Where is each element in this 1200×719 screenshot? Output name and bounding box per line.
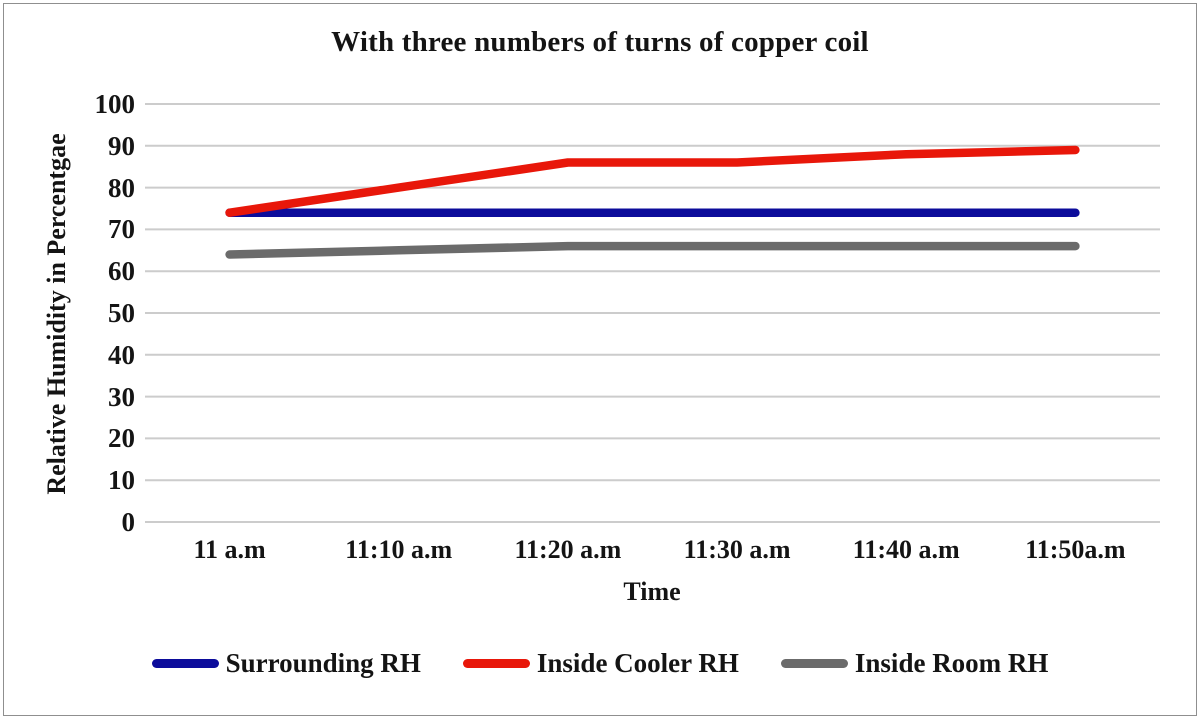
- x-tick-label-11-a-m: 11 a.m: [193, 535, 266, 564]
- y-tick-label-30: 30: [108, 381, 135, 412]
- legend-line-swatch-inside-cooler-rh: [462, 659, 530, 668]
- y-tick-label-60: 60: [108, 256, 135, 287]
- y-tick-label-50: 50: [108, 298, 135, 328]
- legend-line-swatch-surrounding-rh: [151, 659, 219, 668]
- x-tick-label-11-20-a-m: 11:20 a.m: [514, 535, 622, 564]
- legend-item-inside-cooler-rh: Inside Cooler RH: [462, 648, 739, 679]
- legend-item-surrounding-rh: Surrounding RH: [151, 648, 421, 679]
- x-tick-label-11-40-a-m: 11:40 a.m: [852, 535, 960, 564]
- chart-legend: Surrounding RH Inside Cooler RH Inside Roo…: [0, 648, 1200, 679]
- legend-label-inside-room-rh: Inside Room RH: [854, 648, 1049, 678]
- y-tick-label-80: 80: [108, 172, 135, 203]
- x-tick-label-11-10-a-m: 11:10 a.m: [345, 535, 453, 564]
- y-tick-label-40: 40: [108, 339, 135, 370]
- y-tick-label-20: 20: [108, 423, 135, 454]
- y-tick-label-0: 0: [121, 507, 136, 537]
- series-line-inside-room-rh: [225, 241, 1080, 259]
- legend-label-surrounding-rh: Surrounding RH: [225, 648, 421, 678]
- x-axis-title: Time: [623, 577, 681, 606]
- legend-item-inside-room-rh: Inside Room RH: [780, 648, 1049, 679]
- y-tick-label-100: 100: [94, 89, 136, 119]
- y-tick-label-10: 10: [108, 465, 135, 496]
- y-tick-label-70: 70: [108, 214, 135, 245]
- series-line-inside-cooler-rh: [225, 145, 1080, 217]
- legend-label-inside-cooler-rh: Inside Cooler RH: [536, 648, 739, 678]
- chart-title: With three numbers of turns of copper co…: [331, 26, 869, 58]
- y-tick-label-90: 90: [108, 130, 135, 161]
- legend-line-swatch-inside-room-rh: [780, 659, 848, 668]
- x-tick-label-11-50a-m: 11:50a.m: [1025, 535, 1126, 564]
- x-tick-label-11-30-a-m: 11:30 a.m: [683, 535, 791, 564]
